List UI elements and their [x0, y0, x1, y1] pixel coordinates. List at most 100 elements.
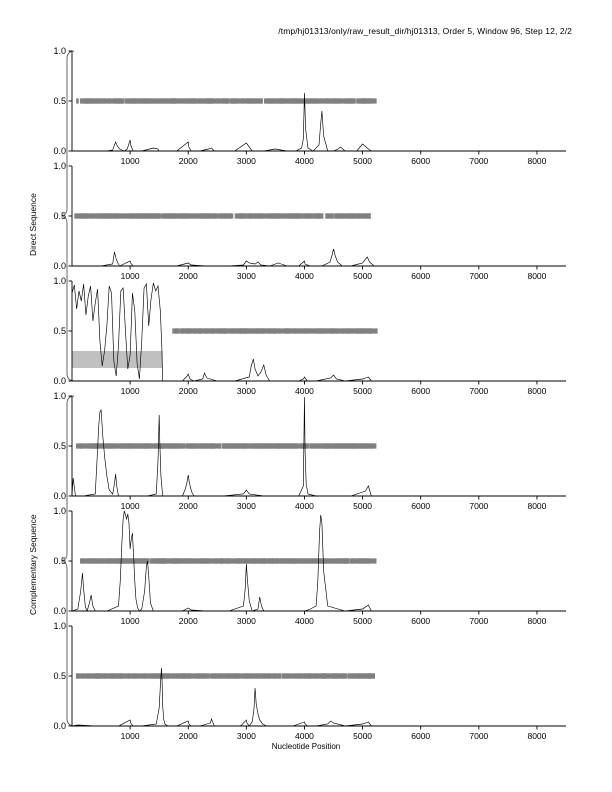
sequence-marker [233, 328, 239, 334]
sequence-marker [91, 213, 98, 219]
sequence-marker [262, 673, 265, 679]
sequence-marker [368, 328, 372, 334]
sequence-marker [174, 98, 179, 104]
sequence-marker [76, 673, 81, 679]
sequence-marker [348, 213, 353, 219]
sequence-marker [122, 443, 128, 449]
sequence-marker [278, 673, 281, 679]
y-tick-label: 0.5 [53, 671, 66, 681]
sequence-marker [246, 98, 251, 104]
data-trace [71, 510, 561, 612]
sequence-marker [301, 443, 304, 449]
sequence-marker [181, 328, 184, 334]
data-trace [71, 667, 561, 727]
sequence-marker [107, 98, 112, 104]
x-tick-label: 4000 [295, 271, 314, 281]
sequence-marker [286, 673, 290, 679]
sequence-marker [173, 673, 179, 679]
sequence-marker [204, 328, 210, 334]
x-tick-label: 6000 [411, 731, 430, 741]
x-tick-label: 7000 [469, 156, 488, 166]
sequence-marker [250, 558, 257, 564]
sequence-marker [97, 98, 101, 104]
sequence-marker [114, 443, 117, 449]
sequence-marker [359, 673, 364, 679]
sequence-marker [229, 558, 233, 564]
sequence-marker [227, 328, 234, 334]
sequence-marker [358, 213, 364, 219]
plot-panel-5: 0.0 0.5 1.0 1000 2000 3000 4000 5000 6000 7000 800… [53, 506, 566, 626]
sequence-marker [80, 213, 85, 219]
sequence-marker [341, 558, 345, 564]
sequence-marker [321, 213, 324, 219]
x-tick-label: 3000 [237, 156, 256, 166]
sequence-marker [97, 673, 101, 679]
sequence-marker [109, 558, 114, 564]
sequence-marker [317, 213, 322, 219]
sequence-marker [146, 443, 150, 449]
sequence-marker [287, 443, 293, 449]
sequence-marker [361, 98, 368, 104]
sequence-marker [246, 213, 252, 219]
sequence-marker [136, 673, 140, 679]
x-tick-label: 7000 [469, 271, 488, 281]
x-tick-label: 2000 [179, 501, 198, 511]
sequence-marker [236, 558, 241, 564]
sequence-marker [260, 328, 266, 334]
sequence-marker [172, 213, 180, 219]
sequence-marker [332, 98, 336, 104]
sequence-marker [194, 558, 197, 564]
sequence-marker [309, 443, 313, 449]
sequence-marker [293, 558, 298, 564]
sequence-marker [284, 328, 289, 334]
brace-direct-sequence [61, 50, 75, 382]
y-tick-label: 1.0 [53, 46, 66, 56]
x-tick-label: 3000 [237, 731, 256, 741]
sequence-marker [298, 98, 305, 104]
sequence-marker [104, 98, 108, 104]
sequence-marker [269, 443, 275, 449]
sequence-marker [307, 558, 312, 564]
x-tick-label: 3000 [237, 271, 256, 281]
sequence-marker [94, 443, 98, 449]
sequence-marker [282, 98, 286, 104]
sequence-marker [200, 213, 204, 219]
sequence-marker [81, 673, 85, 679]
x-tick-label: 4000 [295, 156, 314, 166]
sequence-marker [155, 673, 161, 679]
sequence-marker [188, 328, 192, 334]
sequence-marker [359, 443, 363, 449]
plot-panel-2: 0.0 0.5 1.0 1000 2000 3000 4000 5000 6000 7000 800… [53, 161, 566, 281]
sequence-marker [263, 558, 271, 564]
sequence-marker [250, 98, 255, 104]
sequence-marker [191, 213, 197, 219]
sequence-marker [279, 213, 286, 219]
sequence-marker [304, 443, 307, 449]
sequence-marker [275, 558, 280, 564]
sequence-marker [309, 328, 313, 334]
sequence-marker [134, 558, 139, 564]
sequence-marker [144, 558, 148, 564]
x-tick-label: 4000 [295, 501, 314, 511]
sequence-marker [318, 98, 322, 104]
sequence-marker [364, 98, 370, 104]
sequence-marker [119, 213, 122, 219]
sequence-marker [76, 98, 79, 104]
sequence-marker [94, 558, 98, 564]
x-tick-label: 7000 [469, 501, 488, 511]
sequence-marker [261, 558, 266, 564]
sequence-marker [100, 443, 104, 449]
sequence-marker [270, 213, 273, 219]
sequence-marker [326, 98, 330, 104]
sequence-marker [348, 443, 355, 449]
sequence-marker [335, 328, 340, 334]
sequence-marker [87, 673, 94, 679]
data-trace [71, 282, 561, 382]
x-tick-label: 5000 [353, 156, 372, 166]
sequence-marker [351, 558, 354, 564]
y-tick-label: 0.0 [53, 721, 66, 731]
sequence-marker [357, 558, 361, 564]
sequence-marker [298, 673, 302, 679]
x-tick-label: 6000 [411, 156, 430, 166]
sequence-marker [192, 98, 197, 104]
